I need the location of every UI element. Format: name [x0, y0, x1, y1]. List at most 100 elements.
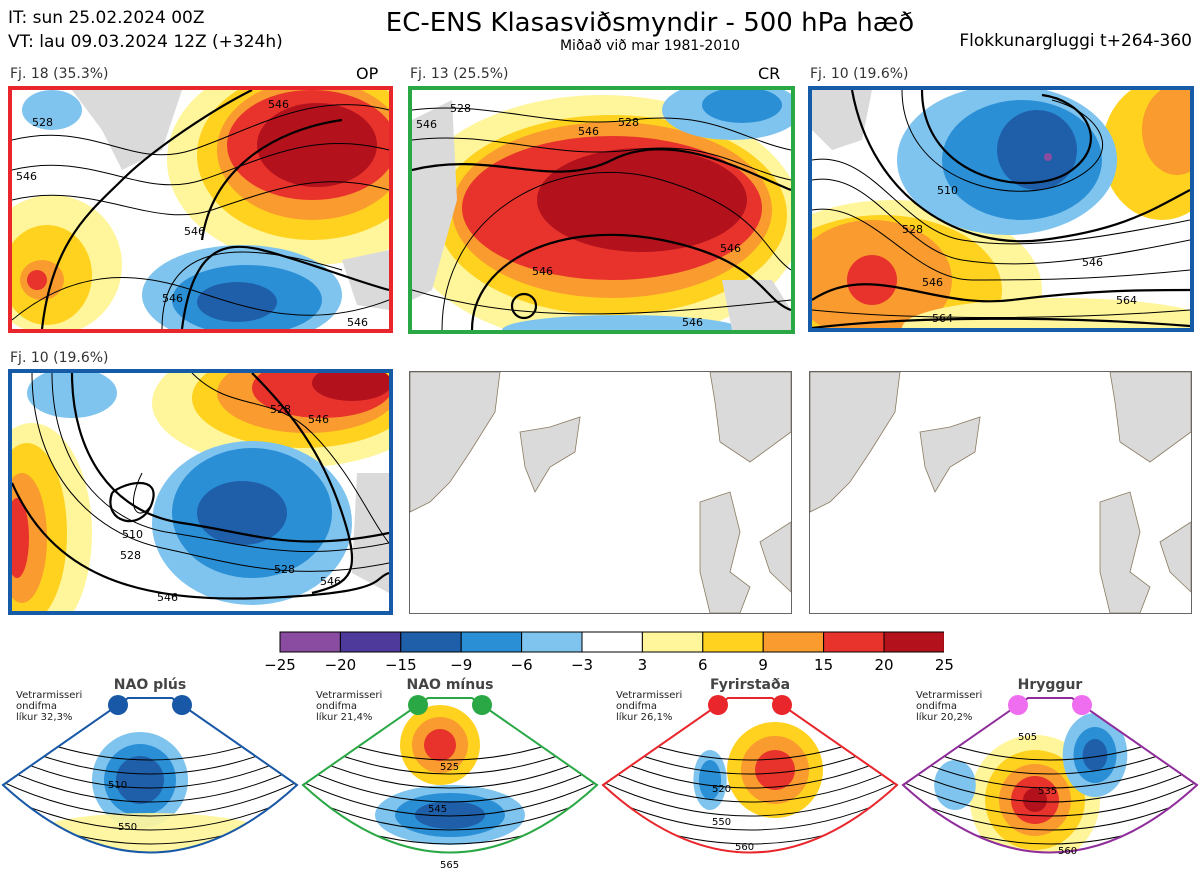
contour-label: 546: [157, 591, 178, 604]
colorbar-swatch: [279, 631, 341, 653]
cluster-map-3: 510 528 546 546 564 564: [808, 86, 1194, 332]
colorbar-tick-label: −25: [264, 656, 296, 674]
contour-label: 546: [578, 125, 599, 138]
colorbar-tick-label: 6: [698, 656, 708, 674]
colorbar-swatch: [702, 631, 764, 653]
colorbar-tick-label: 15: [814, 656, 834, 674]
panel-1-tag: OP: [356, 64, 379, 83]
contour-label: 528: [618, 116, 639, 129]
anomaly-shading: [1023, 788, 1047, 812]
header-times: IT: sun 25.02.2024 00Z VT: lau 09.03.202…: [8, 6, 283, 54]
regime-map: 520 550 560: [600, 690, 900, 875]
regime-marker: [1008, 695, 1028, 715]
contour-label: 546: [16, 170, 37, 183]
colorbar-swatch: [521, 631, 583, 653]
regime-marker: [472, 695, 492, 715]
regime-frame: [301, 697, 599, 854]
contour-label: 546: [308, 413, 329, 426]
page-subtitle: Miðað við mar 1981-2010: [559, 38, 741, 54]
regime-note: Vetrarmisseri ondifma líkur 26,1%: [616, 690, 682, 723]
colorbar-swatch: [400, 631, 462, 653]
contour-label: 564: [1116, 294, 1137, 307]
contour-label: 546: [720, 242, 741, 255]
regime-note-line: ondifma: [616, 701, 657, 712]
regime-note-line: Vetrarmisseri: [16, 690, 83, 701]
colorbar-tick-label: −9: [450, 656, 473, 674]
anomaly-shading: [415, 801, 485, 829]
height-contour: [603, 775, 897, 817]
height-contour: [303, 747, 597, 789]
regime-contour-label: 550: [118, 822, 137, 833]
contour-label: 528: [32, 116, 53, 129]
anomaly-shading: [755, 750, 795, 790]
height-contour: [903, 775, 1197, 817]
colorbar-swatch: [339, 631, 402, 653]
regime-contour-label: 535: [1038, 786, 1057, 797]
contour-label: 546: [162, 292, 183, 305]
height-contour: [603, 761, 897, 803]
panel-2-tag: CR: [758, 64, 781, 83]
regime-note-line: líkur 20,2%: [916, 712, 973, 723]
colorbar: [279, 631, 945, 657]
regime-contour-label: 510: [108, 780, 127, 791]
height-contour: [3, 775, 297, 817]
colorbar-tick-label: 25: [934, 656, 954, 674]
regime-note-line: Vetrarmisseri: [316, 690, 383, 701]
contour-label: 510: [937, 184, 958, 197]
anomaly-shading: [424, 729, 456, 761]
regime-title: Hryggur: [1017, 677, 1083, 693]
regime-contour-label: 560: [1058, 846, 1077, 857]
contour-label: 528: [120, 549, 141, 562]
colorbar-tick-label: −3: [570, 656, 594, 674]
height-contour: [3, 747, 297, 789]
colorbar-swatch: [883, 631, 945, 653]
panel-4-label: Fj. 10 (19.6%): [10, 350, 109, 366]
panel-2-label: Fj. 13 (25.5%): [410, 66, 509, 82]
colorbar-swatch: [641, 631, 704, 653]
height-contour: [903, 761, 1197, 803]
colorbar-swatch: [581, 631, 643, 653]
regime-contour-label: 505: [1018, 732, 1037, 743]
regime-contour-label: 545: [428, 804, 447, 815]
regime-marker: [1072, 695, 1092, 715]
regime-map: 505 535 560: [900, 690, 1200, 875]
panel-4-contour-labels: 528 546 510 528 528 546 546: [120, 403, 341, 604]
contour-label: 546: [682, 316, 703, 329]
panel-3-contour-labels: 510 528 546 546 564 564: [902, 184, 1137, 325]
panel-1-contour-labels: 528 546 546 546 546 546: [16, 98, 368, 329]
regime-frame: [601, 697, 899, 854]
regime-title: NAO mínus: [406, 677, 494, 693]
regime-marker: [408, 695, 428, 715]
contour-label: 546: [184, 225, 205, 238]
contour-label: 528: [450, 102, 471, 115]
panel-3-label: Fj. 10 (19.6%): [810, 66, 909, 82]
regime-note-line: ondifma: [16, 701, 57, 712]
contour-label: 564: [932, 312, 953, 325]
regime-note-line: líkur 32,3%: [16, 712, 73, 723]
regime-contour-label: 560: [735, 842, 754, 853]
anomaly-shading: [116, 756, 164, 804]
regime-contour-label: 520: [712, 784, 731, 795]
anomaly-shading: [934, 760, 976, 810]
regime-marker: [172, 695, 192, 715]
colorbar-tick-label: 3: [637, 656, 648, 674]
anomaly-shading: [1082, 739, 1108, 771]
contour-label: 546: [416, 118, 437, 131]
regime-note-line: ondifma: [316, 701, 357, 712]
contour-label: 528: [270, 403, 291, 416]
contour-label: 528: [274, 563, 295, 576]
regime-contour-label: 525: [440, 762, 459, 773]
contour-label: 528: [902, 223, 923, 236]
regime-note: Vetrarmisseri ondifma líkur 32,3%: [16, 690, 82, 723]
regime-marker: [772, 695, 792, 715]
regime-frame: [901, 697, 1199, 854]
colorbar-tick-label: 20: [874, 656, 894, 674]
regime-title: NAO plús: [113, 677, 187, 693]
contour-label: 546: [532, 265, 553, 278]
colorbar-tick-label: −6: [510, 656, 533, 674]
regime-marker: [108, 695, 128, 715]
anomaly-shading: [30, 813, 270, 853]
regime-contour-label: 565: [440, 860, 459, 871]
height-contour: [903, 747, 1197, 789]
regime-note: Vetrarmisseri ondifma líkur 21,4%: [316, 690, 382, 723]
